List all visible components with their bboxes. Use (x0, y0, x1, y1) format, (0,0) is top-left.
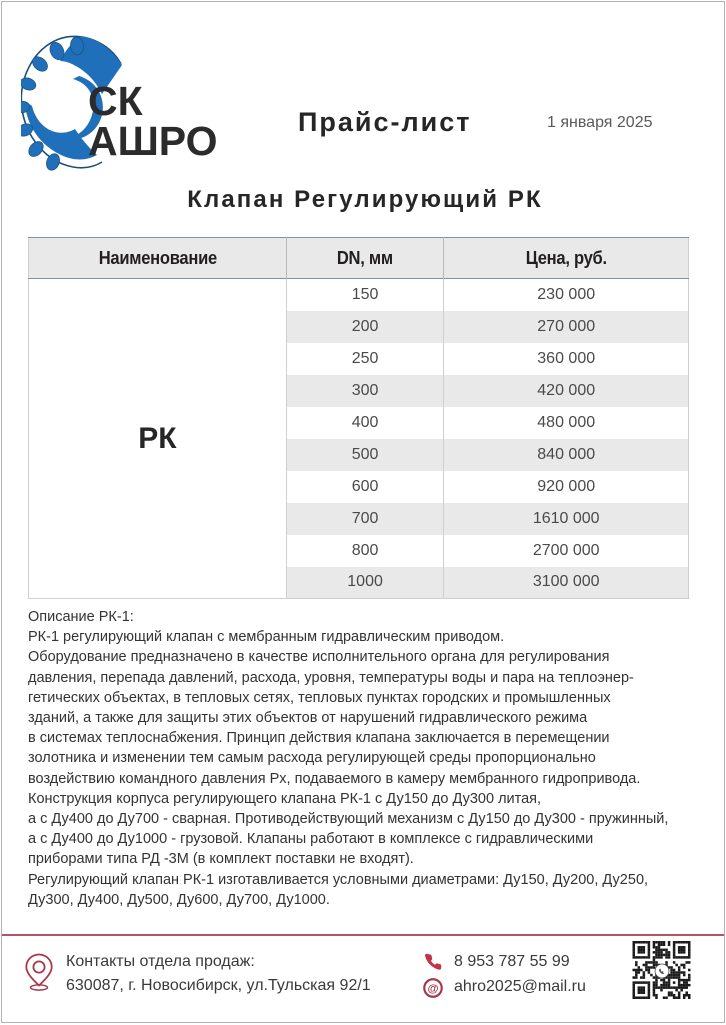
svg-text:@: @ (427, 983, 438, 995)
